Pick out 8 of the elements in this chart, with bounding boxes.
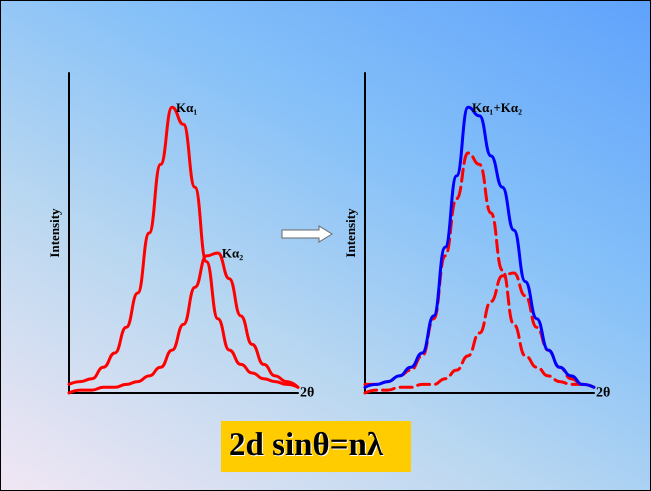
series-label: Kα₂ [222, 246, 244, 260]
y-axis-title: Intensity [343, 208, 358, 258]
y-axis-title: Intensity [47, 208, 62, 258]
series-label: Kα₁ [176, 100, 198, 115]
text: 2d sinθ=nλ [221, 421, 412, 472]
x-axis-title: 2θ [596, 386, 610, 400]
x-axis-title: 2θ [300, 386, 314, 400]
series-label: Kα₁+Kα₂ [472, 100, 522, 115]
